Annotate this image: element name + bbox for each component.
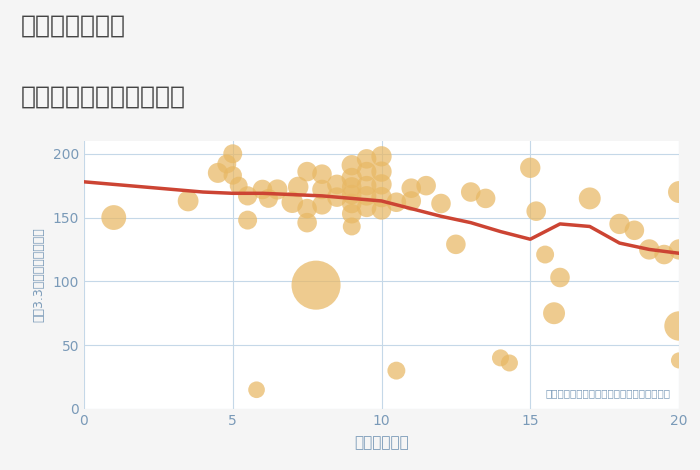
Point	[242, 216, 253, 224]
Point	[531, 207, 542, 215]
Point	[361, 204, 372, 211]
Text: 駅距離別中古戸建て価格: 駅距離別中古戸建て価格	[21, 85, 186, 109]
Point	[346, 223, 357, 230]
Point	[673, 322, 685, 330]
Point	[540, 251, 551, 258]
Point	[331, 193, 342, 201]
Point	[242, 192, 253, 200]
Point	[272, 186, 283, 193]
Point	[346, 210, 357, 218]
Point	[316, 201, 328, 209]
Point	[435, 200, 447, 207]
Point	[495, 354, 506, 361]
Point	[659, 251, 670, 258]
Point	[251, 386, 262, 393]
Point	[227, 150, 238, 157]
Point	[346, 191, 357, 198]
Text: 愛知県浄水駅の: 愛知県浄水駅の	[21, 14, 126, 38]
Point	[406, 197, 417, 205]
Point	[549, 309, 560, 317]
Point	[361, 168, 372, 175]
Point	[673, 357, 685, 364]
Point	[584, 195, 595, 202]
Y-axis label: 坪（3.3㎡）単価（万円）: 坪（3.3㎡）単価（万円）	[33, 227, 46, 322]
Point	[302, 219, 313, 227]
Point	[302, 168, 313, 175]
Point	[212, 169, 223, 177]
Point	[525, 164, 536, 172]
Point	[376, 168, 387, 175]
Point	[108, 214, 119, 221]
Point	[287, 198, 298, 206]
Point	[361, 155, 372, 163]
Point	[310, 282, 321, 289]
Point	[346, 162, 357, 169]
Point	[183, 197, 194, 205]
Point	[346, 183, 357, 191]
Point	[450, 241, 461, 248]
Point	[316, 186, 328, 193]
Point	[465, 188, 476, 196]
Point	[376, 193, 387, 201]
Point	[376, 153, 387, 160]
Text: 円の大きさは、取引のあった物件面積を示す: 円の大きさは、取引のあった物件面積を示す	[545, 388, 670, 398]
Point	[391, 367, 402, 375]
Point	[376, 180, 387, 188]
Point	[346, 174, 357, 182]
Point	[504, 359, 515, 367]
Point	[614, 220, 625, 227]
Point	[629, 227, 640, 234]
Point	[376, 206, 387, 214]
Point	[480, 195, 491, 202]
Point	[554, 274, 566, 281]
Point	[346, 200, 357, 207]
Point	[221, 160, 232, 168]
X-axis label: 駅距離（分）: 駅距離（分）	[354, 435, 409, 450]
Point	[673, 188, 685, 196]
Point	[331, 180, 342, 188]
Point	[257, 186, 268, 193]
Point	[406, 184, 417, 192]
Point	[263, 195, 274, 202]
Point	[302, 205, 313, 212]
Point	[293, 183, 304, 191]
Point	[316, 171, 328, 178]
Point	[233, 182, 244, 189]
Point	[391, 198, 402, 206]
Point	[421, 182, 432, 189]
Point	[227, 172, 238, 179]
Point	[644, 246, 655, 253]
Point	[673, 246, 685, 253]
Point	[361, 182, 372, 189]
Point	[361, 192, 372, 200]
